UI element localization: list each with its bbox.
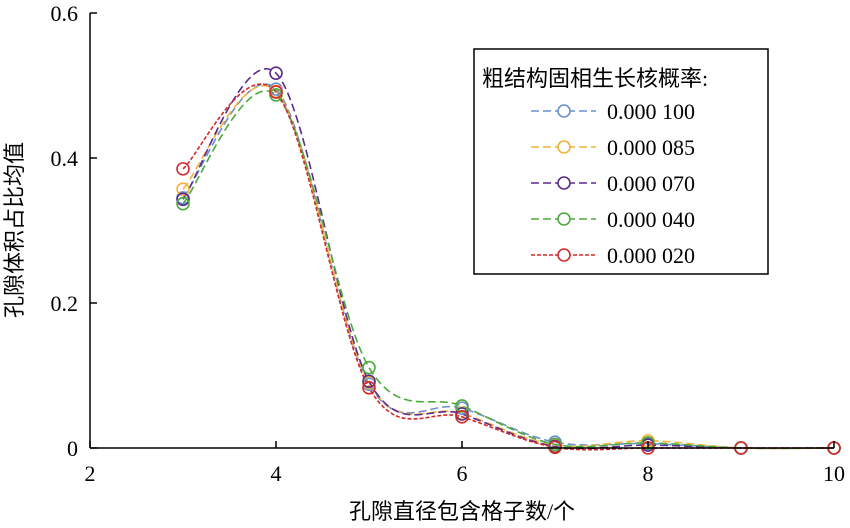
legend-marker-1: [557, 104, 571, 118]
x-axis-title: 孔隙直径包含格子数/个: [349, 499, 575, 524]
legend-label-3: 0.000 070: [607, 171, 695, 196]
series-4-point-1: [176, 196, 190, 211]
series-4-point-4: [455, 399, 469, 413]
series-4-point-3: [362, 360, 376, 375]
series-line-3: [182, 68, 835, 450]
x-tick-label: 6: [457, 461, 468, 486]
legend-marker-2: [557, 140, 571, 154]
series-5-point-4: [455, 410, 469, 424]
y-axis-title: 孔隙体积占比均值: [2, 142, 27, 318]
x-tick-label: 10: [823, 461, 845, 486]
legend-box: [473, 48, 769, 275]
x-tick-label: 8: [643, 461, 654, 486]
legend-marker-5: [557, 248, 571, 262]
y-tick-label: 0.6: [51, 1, 79, 26]
series-line-4: [182, 90, 835, 450]
legend-label-1: 0.000 100: [607, 99, 695, 124]
y-tick-label: 0.2: [51, 291, 79, 316]
y-tick-label: 0.4: [51, 146, 79, 171]
legend-label-5: 0.000 020: [607, 243, 695, 268]
y-tick-label: 0: [67, 436, 78, 461]
legend-marker-3: [557, 176, 571, 190]
series-2-point-1: [176, 182, 190, 196]
series-4-point-6: [641, 436, 655, 450]
legend-marker-4: [557, 212, 571, 226]
series-5-point-2: [269, 85, 283, 99]
series-3-point-3: [362, 374, 376, 389]
series-3-point-2: [269, 66, 283, 80]
series-5-point-1: [176, 162, 190, 176]
legend-entries: 0.000 100 0.000 085 0.000 070 0.000 040 0.00…: [531, 99, 695, 268]
ticks: 2 4 6 8 10 0 0.2 0.4 0.6: [51, 1, 846, 486]
x-tick-label: 2: [85, 461, 96, 486]
series-3-point-1: [176, 192, 190, 207]
x-tick-label: 4: [271, 461, 282, 486]
legend-label-2: 0.000 085: [607, 135, 695, 160]
legend-label-4: 0.000 040: [607, 207, 695, 232]
legend-title: 粗结构固相生长核概率:: [482, 66, 708, 91]
series-5-point-3: [362, 381, 376, 395]
